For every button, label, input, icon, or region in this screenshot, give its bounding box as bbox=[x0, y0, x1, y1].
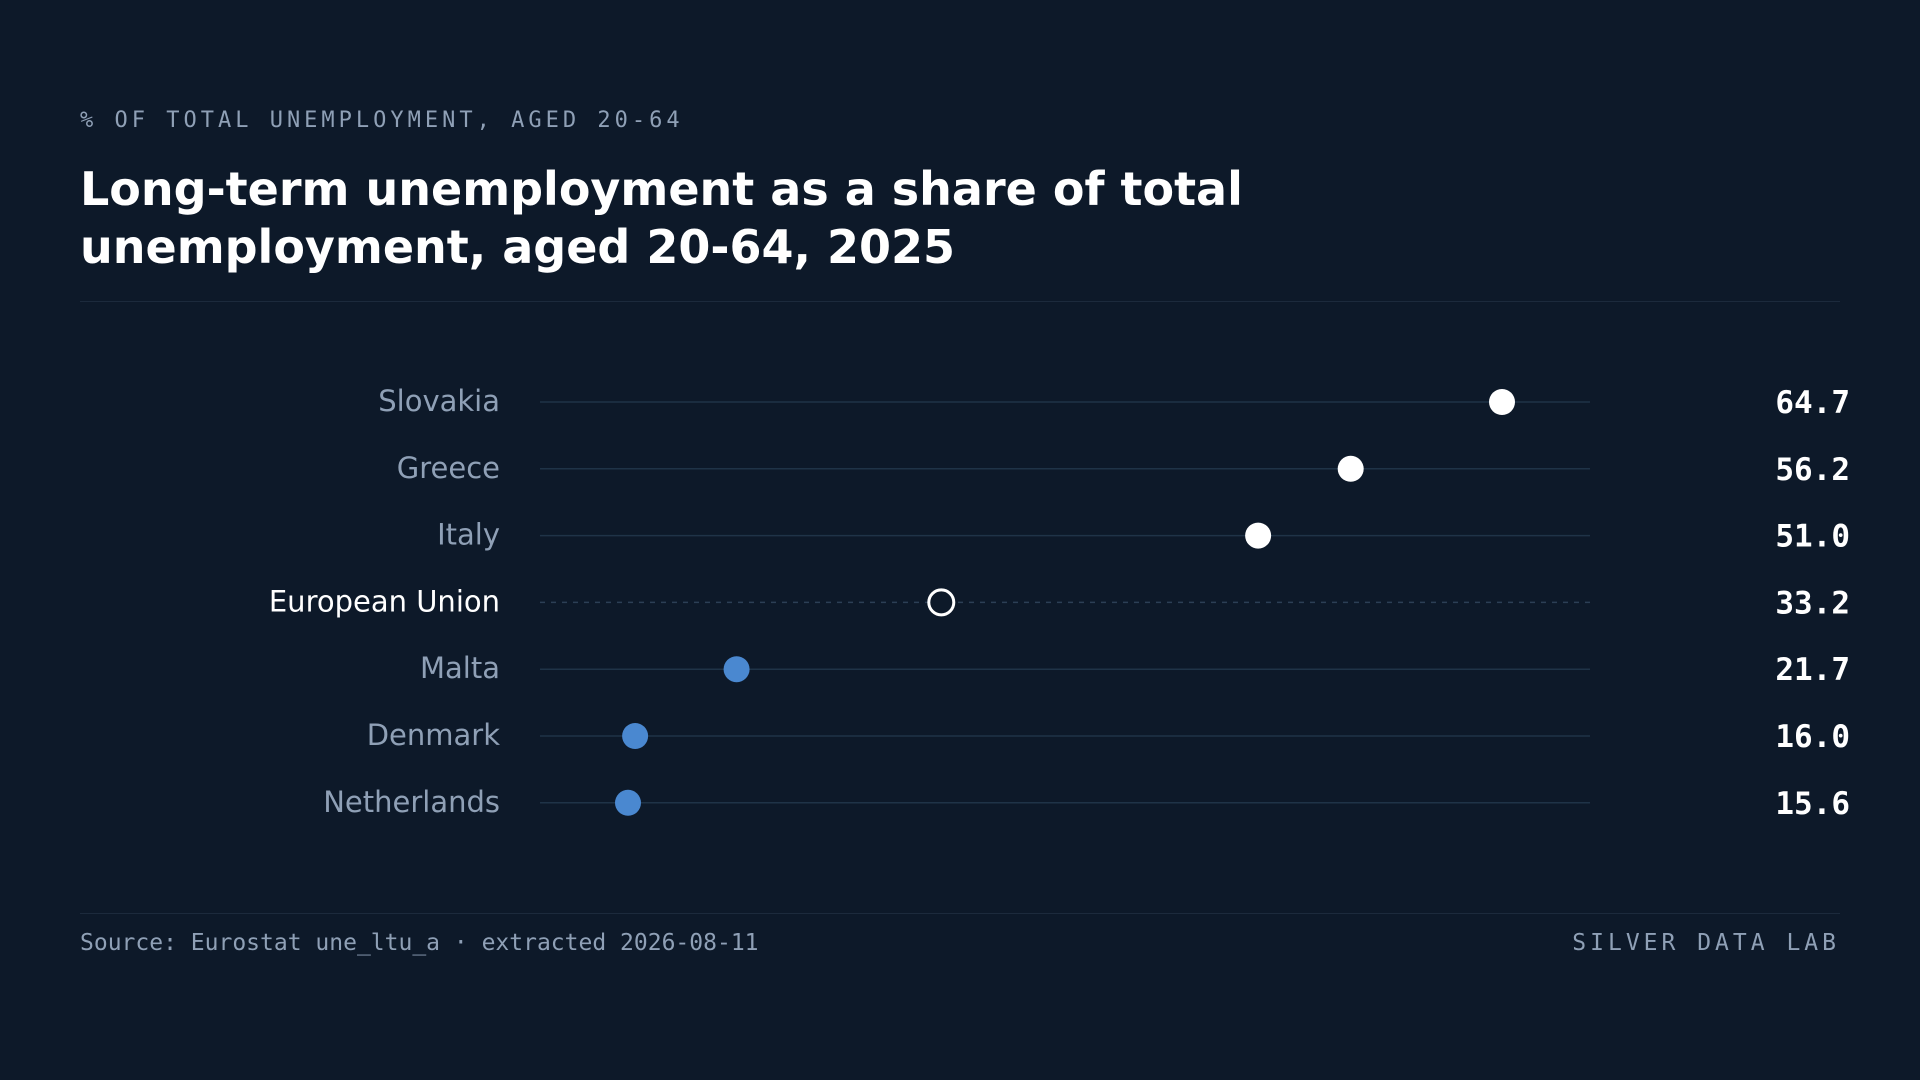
country-label: Malta bbox=[420, 651, 500, 685]
source-note: Source: Eurostat une_ltu_a · extracted 2… bbox=[80, 930, 759, 956]
country-label: Italy bbox=[437, 518, 500, 552]
data-point bbox=[1489, 389, 1515, 415]
country-label: Slovakia bbox=[378, 384, 500, 418]
value-label: 21.7 bbox=[1775, 652, 1850, 688]
country-label: Denmark bbox=[367, 718, 500, 752]
data-point bbox=[622, 723, 649, 749]
value-label: 15.6 bbox=[1775, 786, 1850, 822]
data-point bbox=[723, 656, 750, 683]
data-point bbox=[1245, 522, 1272, 549]
reference-label: European Union bbox=[269, 584, 500, 618]
header-divider bbox=[80, 301, 1840, 302]
reference-dot bbox=[927, 588, 956, 617]
data-point bbox=[1337, 455, 1364, 482]
footer-divider bbox=[80, 913, 1840, 914]
value-label: 64.7 bbox=[1775, 385, 1850, 421]
value-label: 16.0 bbox=[1775, 719, 1850, 755]
value-label: 56.2 bbox=[1775, 452, 1850, 488]
data-point bbox=[615, 789, 641, 816]
country-label: Greece bbox=[397, 451, 500, 485]
brand-label: SILVER DATA LAB bbox=[1572, 930, 1840, 956]
chart-title: Long-term unemployment as a share of tot… bbox=[80, 162, 1243, 274]
country-label: Netherlands bbox=[323, 785, 500, 819]
chart-eyebrow: % OF TOTAL UNEMPLOYMENT, AGED 20-64 bbox=[80, 108, 684, 133]
value-label: 33.2 bbox=[1775, 585, 1850, 621]
value-label: 51.0 bbox=[1775, 519, 1850, 555]
